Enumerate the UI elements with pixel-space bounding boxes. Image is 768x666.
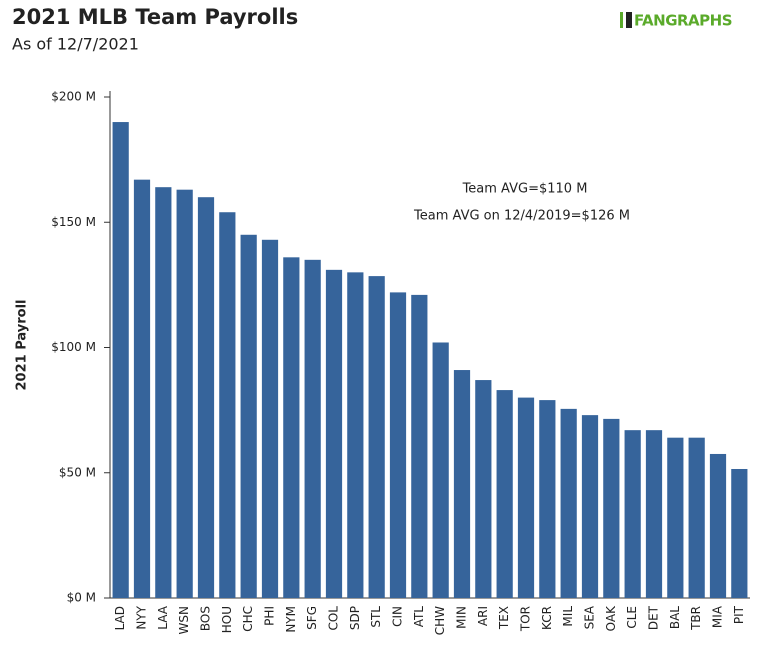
bar bbox=[560, 408, 577, 598]
bar bbox=[304, 259, 321, 598]
y-tick-label: $200 M bbox=[51, 90, 96, 104]
bar bbox=[688, 437, 705, 598]
bar bbox=[240, 234, 257, 598]
bar bbox=[389, 292, 407, 598]
y-tick-label: $0 M bbox=[67, 591, 96, 605]
x-tick-label: OAK bbox=[604, 605, 618, 631]
bar bbox=[176, 189, 193, 598]
x-tick-label: LAA bbox=[156, 605, 170, 630]
bar bbox=[496, 390, 513, 598]
x-tick-label: LAD bbox=[113, 606, 127, 630]
x-tick-label: BOS bbox=[199, 606, 213, 631]
bar bbox=[432, 342, 449, 598]
x-tick-label: ARI bbox=[476, 606, 490, 626]
bar bbox=[219, 212, 236, 599]
bar bbox=[325, 269, 343, 598]
y-tick-label: $150 M bbox=[51, 215, 96, 229]
annotation: Team AVG on 12/4/2019=$126 M bbox=[413, 209, 630, 224]
x-tick-label: CHW bbox=[433, 606, 447, 635]
x-tick-label: DET bbox=[647, 605, 661, 630]
chart-subtitle: As of 12/7/2021 bbox=[12, 35, 139, 54]
x-tick-label: MIN bbox=[455, 606, 469, 629]
logo: FANGRAPHS bbox=[620, 12, 733, 30]
chart-title: 2021 MLB Team Payrolls bbox=[12, 5, 298, 29]
x-tick-label: MIL bbox=[561, 606, 575, 627]
x-tick-label: TOR bbox=[519, 606, 533, 632]
x-tick-label: TBR bbox=[689, 606, 703, 631]
bar bbox=[645, 430, 663, 598]
x-tick-label: STL bbox=[369, 606, 383, 628]
x-tick-label: SDP bbox=[348, 606, 362, 630]
bar bbox=[261, 239, 279, 598]
x-tick-label: CHC bbox=[241, 606, 255, 632]
bar bbox=[368, 276, 385, 598]
bar bbox=[475, 380, 492, 598]
x-tick-label: NYM bbox=[284, 606, 298, 633]
x-tick-label: WSN bbox=[177, 606, 191, 634]
x-tick-label: TEX bbox=[497, 606, 511, 630]
bar bbox=[603, 418, 620, 598]
bar bbox=[453, 370, 471, 598]
bar bbox=[709, 453, 727, 598]
bar bbox=[197, 197, 215, 598]
x-tick-label: HOU bbox=[220, 606, 234, 633]
bar bbox=[133, 179, 151, 599]
x-tick-label: CIN bbox=[391, 606, 405, 627]
y-axis-label: 2021 Payroll bbox=[15, 300, 30, 391]
bar bbox=[539, 400, 556, 598]
logo-mark bbox=[626, 12, 632, 28]
bar bbox=[624, 430, 641, 598]
x-tick-label: CLE bbox=[625, 606, 639, 629]
bar bbox=[731, 468, 748, 598]
x-tick-label: BAL bbox=[668, 606, 682, 629]
logo-text: FANGRAPHS bbox=[634, 12, 732, 30]
bar bbox=[411, 294, 428, 598]
x-tick-label: NYY bbox=[135, 605, 149, 629]
x-tick-label: PIT bbox=[732, 605, 746, 624]
x-tick-label: SEA bbox=[583, 605, 597, 629]
bar bbox=[581, 415, 599, 598]
x-tick-label: MIA bbox=[711, 605, 725, 628]
x-tick-label: PHI bbox=[263, 606, 277, 626]
x-tick-label: SFG bbox=[305, 606, 319, 630]
y-tick-label: $100 M bbox=[51, 340, 96, 354]
x-tick-label: ATL bbox=[412, 606, 426, 628]
x-tick-label: KCR bbox=[540, 606, 554, 630]
bar bbox=[283, 257, 300, 598]
logo-mark bbox=[620, 12, 623, 28]
bar bbox=[347, 272, 364, 598]
x-tick-label: COL bbox=[327, 606, 341, 631]
annotation: Team AVG=$110 M bbox=[462, 182, 588, 197]
bar bbox=[667, 437, 684, 598]
y-tick-label: $50 M bbox=[59, 465, 96, 479]
bar bbox=[517, 397, 535, 598]
bar bbox=[112, 122, 129, 599]
bar bbox=[155, 187, 172, 598]
